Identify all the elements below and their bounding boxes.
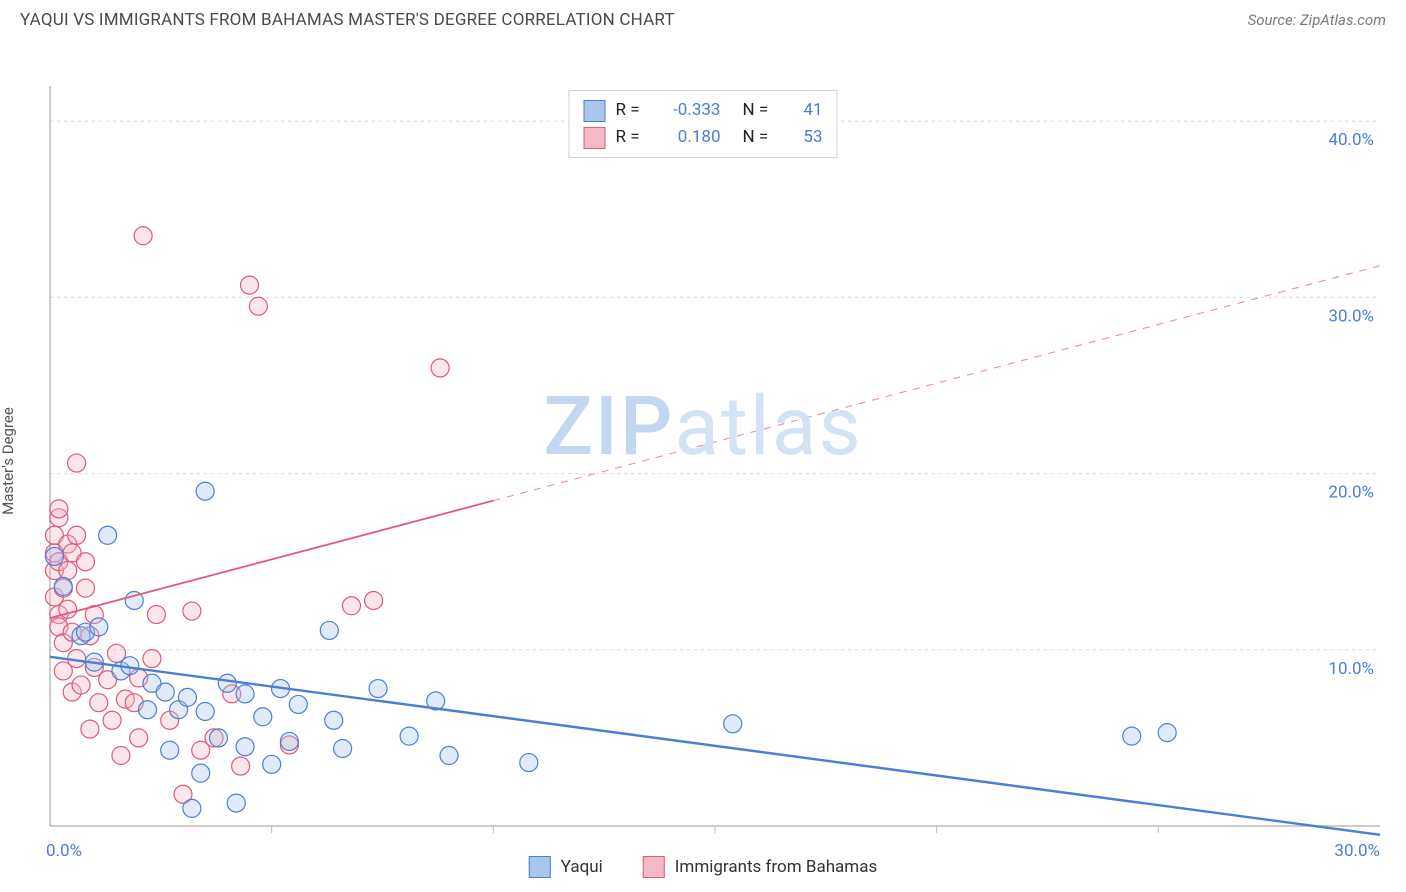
scatter-chart: 10.0% 20.0% 30.0% 40.0% 0.0% 30.0% bbox=[0, 36, 1406, 886]
correlation-legend: R = -0.333 N = 41 R = 0.180 N = 53 bbox=[569, 90, 838, 158]
svg-text:30.0%: 30.0% bbox=[1334, 841, 1380, 861]
legend-item-yaqui: Yaqui bbox=[529, 856, 603, 878]
swatch-bahamas-icon bbox=[643, 856, 665, 878]
chart-container: Master's Degree ZIPatlas 10.0%20.0%30.0%… bbox=[0, 36, 1406, 886]
svg-text:0.0%: 0.0% bbox=[46, 841, 82, 861]
series-legend: Yaqui Immigrants from Bahamas bbox=[529, 856, 877, 878]
swatch-bahamas bbox=[584, 127, 606, 149]
page-title: YAQUI VS IMMIGRANTS FROM BAHAMAS MASTER'… bbox=[20, 10, 675, 30]
legend-row-bahamas: R = 0.180 N = 53 bbox=[584, 124, 823, 151]
swatch-yaqui bbox=[584, 100, 606, 122]
legend-item-bahamas: Immigrants from Bahamas bbox=[643, 856, 877, 878]
svg-text:20.0%: 20.0% bbox=[1328, 483, 1374, 503]
svg-text:10.0%: 10.0% bbox=[1328, 659, 1374, 679]
legend-row-yaqui: R = -0.333 N = 41 bbox=[584, 97, 823, 124]
source-credit: Source: ZipAtlas.com bbox=[1248, 11, 1386, 29]
svg-text:30.0%: 30.0% bbox=[1328, 306, 1374, 326]
svg-text:40.0%: 40.0% bbox=[1328, 130, 1374, 150]
y-axis-label: Master's Degree bbox=[0, 407, 17, 515]
swatch-yaqui-icon bbox=[529, 856, 551, 878]
